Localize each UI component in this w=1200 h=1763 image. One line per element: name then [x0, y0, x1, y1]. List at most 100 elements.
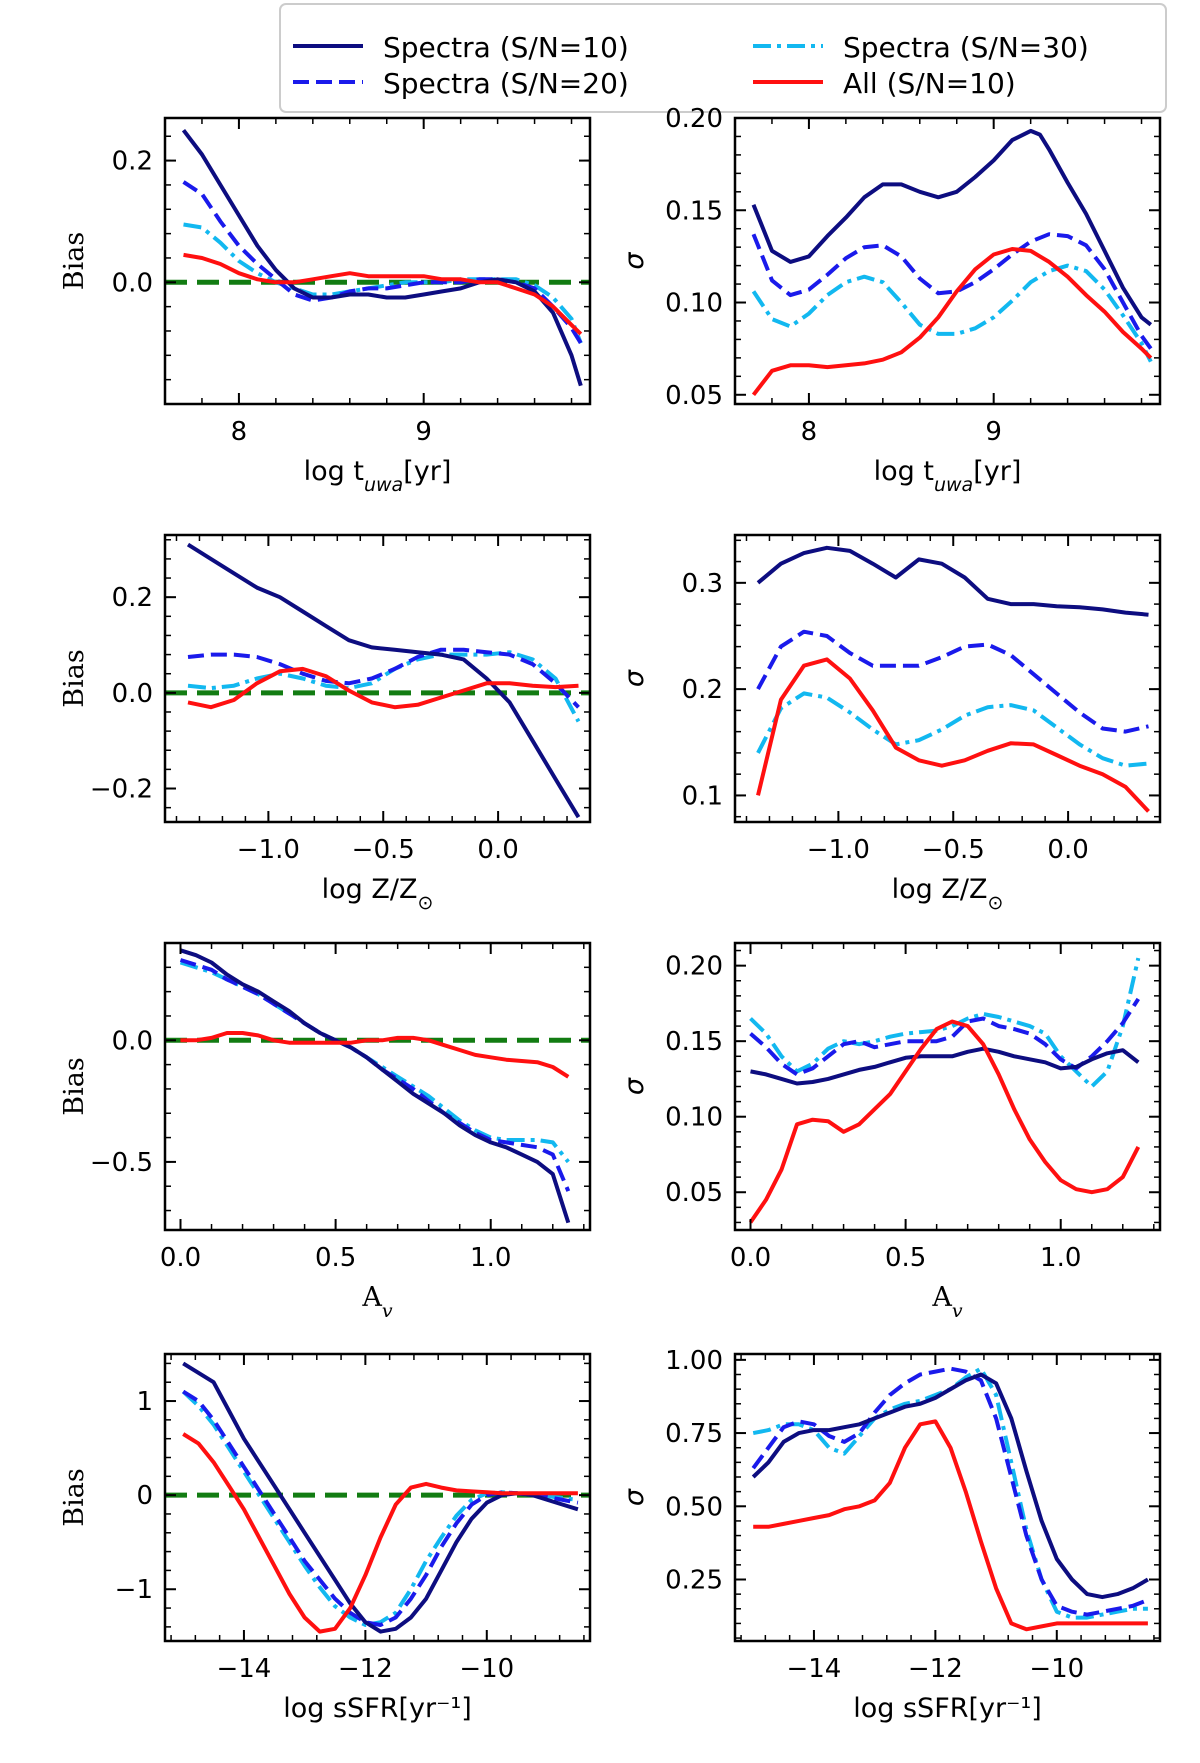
x-tick-label: 1.0	[1040, 1243, 1081, 1273]
y-tick-label: 1	[136, 1387, 153, 1417]
legend-frame	[279, 3, 1167, 113]
y-tick-label: 0.2	[112, 147, 153, 177]
x-tick-label: −10	[1029, 1654, 1084, 1684]
x-tick-label: −1.0	[807, 835, 870, 865]
series-line-sn10	[186, 542, 581, 819]
y-tick-label: 0.15	[665, 1027, 723, 1057]
series-line-all	[180, 1031, 570, 1079]
panel-av-bias: 0.0 0.5 1.0 0.0 −0.5 Bias Av	[59, 941, 592, 1322]
y-tick-label: 0.10	[665, 289, 723, 319]
x-tick-label: −14	[216, 1654, 271, 1684]
x-axis-label: Av	[931, 1282, 963, 1322]
x-tick-label: −1.0	[237, 835, 300, 865]
x-tick-label: 0.0	[1047, 835, 1088, 865]
x-tick-label: −12	[338, 1654, 393, 1684]
y-axis-label: Bias	[59, 232, 90, 290]
axes-frame	[733, 533, 1162, 824]
panel-met-bias: −1.0 −0.5 0.0 0.2 0.0 −0.2 Bias log Z/Z⊙	[59, 533, 592, 914]
series-line-all	[748, 1019, 1141, 1224]
x-tick-label: 8	[801, 417, 818, 447]
x-axis-label: log Z/Z⊙	[322, 874, 434, 914]
x-tick-label: 9	[985, 417, 1002, 447]
y-tick-label: 1.00	[665, 1346, 723, 1376]
x-axis-label: log sSFR[yr⁻¹]	[283, 1693, 471, 1724]
y-tick-label: 0.2	[682, 675, 723, 705]
series-line-sn10	[756, 545, 1149, 617]
y-axis-label: Bias	[59, 1057, 90, 1115]
series-line-sn30	[751, 263, 1153, 363]
axes-frame	[163, 941, 592, 1232]
series-line-sn30	[756, 691, 1149, 768]
legend-label-sn20: Spectra (S/N=20)	[383, 67, 629, 100]
y-tick-label: 0.0	[112, 1026, 153, 1056]
y-tick-label: 0.20	[665, 104, 723, 134]
y-tick-label: 0.15	[665, 196, 723, 226]
panel-av-sigma: 0.0 0.5 1.0 0.20 0.15 0.10 0.05 σ Av	[619, 941, 1162, 1322]
series-line-sn20	[756, 629, 1149, 734]
y-tick-label: 0.50	[665, 1492, 723, 1522]
series-line-all	[182, 1432, 578, 1634]
x-tick-label: 0.5	[315, 1243, 356, 1273]
legend-label-sn10: Spectra (S/N=10)	[383, 31, 629, 64]
panel-age-sigma: 8 9 0.20 0.15 0.10 0.05 σ log tuwa[yr]	[619, 104, 1162, 496]
series-line-all	[751, 247, 1153, 397]
x-axis-label: Av	[361, 1282, 393, 1322]
x-axis-label: log tuwa[yr]	[304, 456, 452, 496]
x-tick-label: −0.5	[352, 835, 415, 865]
y-tick-label: 0.2	[112, 583, 153, 613]
y-tick-label: 0.3	[682, 569, 723, 599]
panel-age-bias: 8 9 0.2 0.0 Bias log tuwa[yr]	[59, 116, 592, 496]
y-tick-label: 0.0	[112, 268, 153, 298]
x-tick-label: −0.5	[922, 835, 985, 865]
series-line-sn10	[751, 128, 1153, 327]
y-axis-label: σ	[619, 1077, 650, 1095]
series-line-sn20	[187, 647, 580, 709]
y-tick-label: −0.2	[90, 775, 153, 805]
x-tick-label: 1.0	[470, 1243, 511, 1273]
x-tick-label: 0.0	[730, 1243, 771, 1273]
series-line-sn10	[179, 948, 571, 1224]
series-line-all	[187, 666, 579, 710]
legend-label-sn30: Spectra (S/N=30)	[843, 31, 1089, 64]
axes-frame	[733, 116, 1162, 406]
series-line-sn10	[181, 128, 583, 387]
legend: Spectra (S/N=10) Spectra (S/N=20) Spectr…	[279, 3, 1167, 113]
series-line-all	[753, 1419, 1148, 1632]
y-axis-label: σ	[619, 669, 650, 687]
axes-frame	[733, 1352, 1162, 1643]
x-tick-label: 0.0	[477, 835, 518, 865]
x-axis-label: log tuwa[yr]	[874, 456, 1022, 496]
series-line-sn20	[179, 958, 571, 1192]
y-tick-label: −0.5	[90, 1148, 153, 1178]
legend-label-all: All (S/N=10)	[843, 67, 1016, 100]
y-axis-label: σ	[619, 252, 650, 270]
x-tick-label: 9	[415, 417, 432, 447]
y-axis-label: Bias	[59, 1468, 90, 1526]
axes-frame	[163, 533, 592, 824]
series-line-sn30	[187, 650, 581, 723]
x-tick-label: 0.5	[885, 1243, 926, 1273]
y-tick-label: 0	[136, 1481, 153, 1511]
y-tick-label: 0.0	[112, 679, 153, 709]
x-tick-label: 8	[231, 417, 248, 447]
x-axis-label: log Z/Z⊙	[892, 874, 1004, 914]
axes-frame	[163, 1352, 592, 1643]
x-tick-label: −10	[459, 1654, 514, 1684]
y-tick-label: 0.75	[665, 1419, 723, 1449]
axes-frame	[163, 116, 592, 406]
y-axis-label: Bias	[59, 649, 90, 707]
series-line-sn10	[750, 1046, 1140, 1086]
axes-frame	[733, 941, 1162, 1232]
y-tick-label: 0.10	[665, 1103, 723, 1133]
x-axis-label: log sSFR[yr⁻¹]	[853, 1693, 1041, 1724]
x-tick-label: −14	[786, 1654, 841, 1684]
y-tick-label: 0.20	[665, 952, 723, 982]
series-line-sn10	[751, 1372, 1149, 1600]
series-line-sn30	[183, 222, 583, 344]
series-line-sn30	[752, 1366, 1148, 1620]
y-tick-label: −1	[115, 1575, 153, 1605]
y-axis-label: σ	[619, 1488, 650, 1506]
x-tick-label: 0.0	[160, 1243, 201, 1273]
y-tick-label: 0.05	[665, 381, 723, 411]
